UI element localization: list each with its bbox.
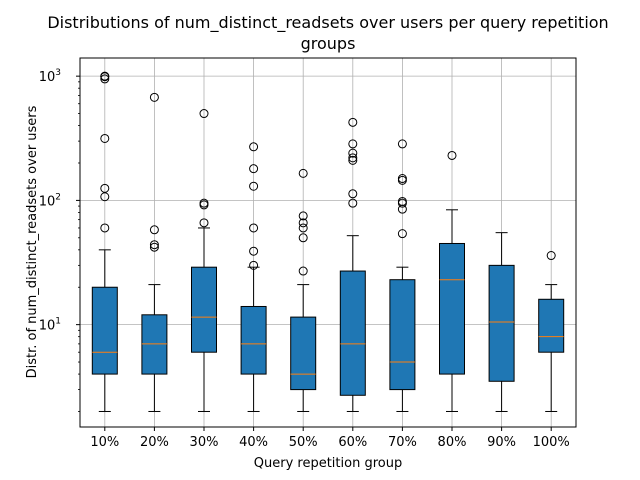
outlier-point <box>249 246 259 256</box>
outlier-point <box>100 223 110 233</box>
outlier-point <box>100 71 110 81</box>
outlier-point <box>546 251 556 261</box>
iqr-box <box>538 298 565 353</box>
x-tick-label: 80% <box>438 435 467 450</box>
outlier-point <box>298 211 308 221</box>
x-tick-label: 40% <box>239 435 268 450</box>
outlier-point <box>298 233 308 243</box>
x-tick-label: 50% <box>289 435 318 450</box>
outlier-point <box>199 198 209 208</box>
outlier-point <box>149 242 159 252</box>
outlier-point <box>100 74 110 84</box>
outlier-point <box>149 240 159 250</box>
outlier-point <box>348 189 358 199</box>
x-tick-label: 60% <box>338 435 367 450</box>
boxes-layer <box>91 71 565 412</box>
iqr-box <box>488 264 515 382</box>
outlier-point <box>249 223 259 233</box>
outlier-point <box>298 223 308 233</box>
x-tick-label: 10% <box>90 435 119 450</box>
x-tick-label: 90% <box>487 435 516 450</box>
box-group <box>240 142 267 412</box>
outlier-point <box>348 117 358 127</box>
outlier-point <box>397 174 407 184</box>
outlier-point <box>149 92 159 102</box>
outlier-point <box>348 148 358 158</box>
outlier-point <box>298 168 308 178</box>
outlier-point <box>348 198 358 208</box>
outlier-point <box>249 164 259 174</box>
outlier-point <box>249 142 259 152</box>
x-tick-label: 70% <box>388 435 417 450</box>
box-group <box>389 139 416 412</box>
plot-area-frame <box>79 57 577 428</box>
iqr-box <box>290 316 317 391</box>
outlier-point <box>199 218 209 228</box>
outlier-point <box>249 260 259 270</box>
iqr-box <box>91 286 118 375</box>
box-group <box>191 109 217 412</box>
chart-title-line-2: groups <box>301 34 356 53</box>
outlier-point <box>298 266 308 276</box>
outlier-point <box>249 181 259 191</box>
box-group <box>538 251 565 412</box>
iqr-box <box>389 279 416 391</box>
box-group <box>339 117 366 412</box>
y-axis-label: Distr. of num_distinct_readsets over use… <box>25 105 40 378</box>
box-group <box>439 150 465 412</box>
outlier-point <box>199 109 209 119</box>
box-group <box>91 71 118 412</box>
box-group <box>141 92 168 412</box>
outlier-point <box>348 153 358 163</box>
outlier-point <box>348 139 358 149</box>
outlier-point <box>397 196 407 206</box>
outlier-point <box>447 150 457 160</box>
iqr-box <box>339 270 366 396</box>
x-tick-label: 20% <box>140 435 169 450</box>
outlier-point <box>298 218 308 228</box>
x-tick-label: 30% <box>190 435 219 450</box>
x-tick-label: 100% <box>533 435 570 450</box>
iqr-box <box>191 266 217 353</box>
outlier-point <box>100 183 110 193</box>
outlier-point <box>100 133 110 143</box>
iqr-box <box>240 305 267 375</box>
iqr-box <box>439 242 465 375</box>
x-axis-label: Query repetition group <box>254 456 402 471</box>
outlier-point <box>397 139 407 149</box>
box-group <box>488 232 515 412</box>
chart-title-line-1: Distributions of num_distinct_readsets o… <box>47 13 608 33</box>
iqr-box <box>141 314 168 375</box>
outlier-point <box>149 225 159 235</box>
box-group <box>290 168 317 412</box>
outlier-point <box>397 229 407 239</box>
outlier-point <box>348 155 358 165</box>
